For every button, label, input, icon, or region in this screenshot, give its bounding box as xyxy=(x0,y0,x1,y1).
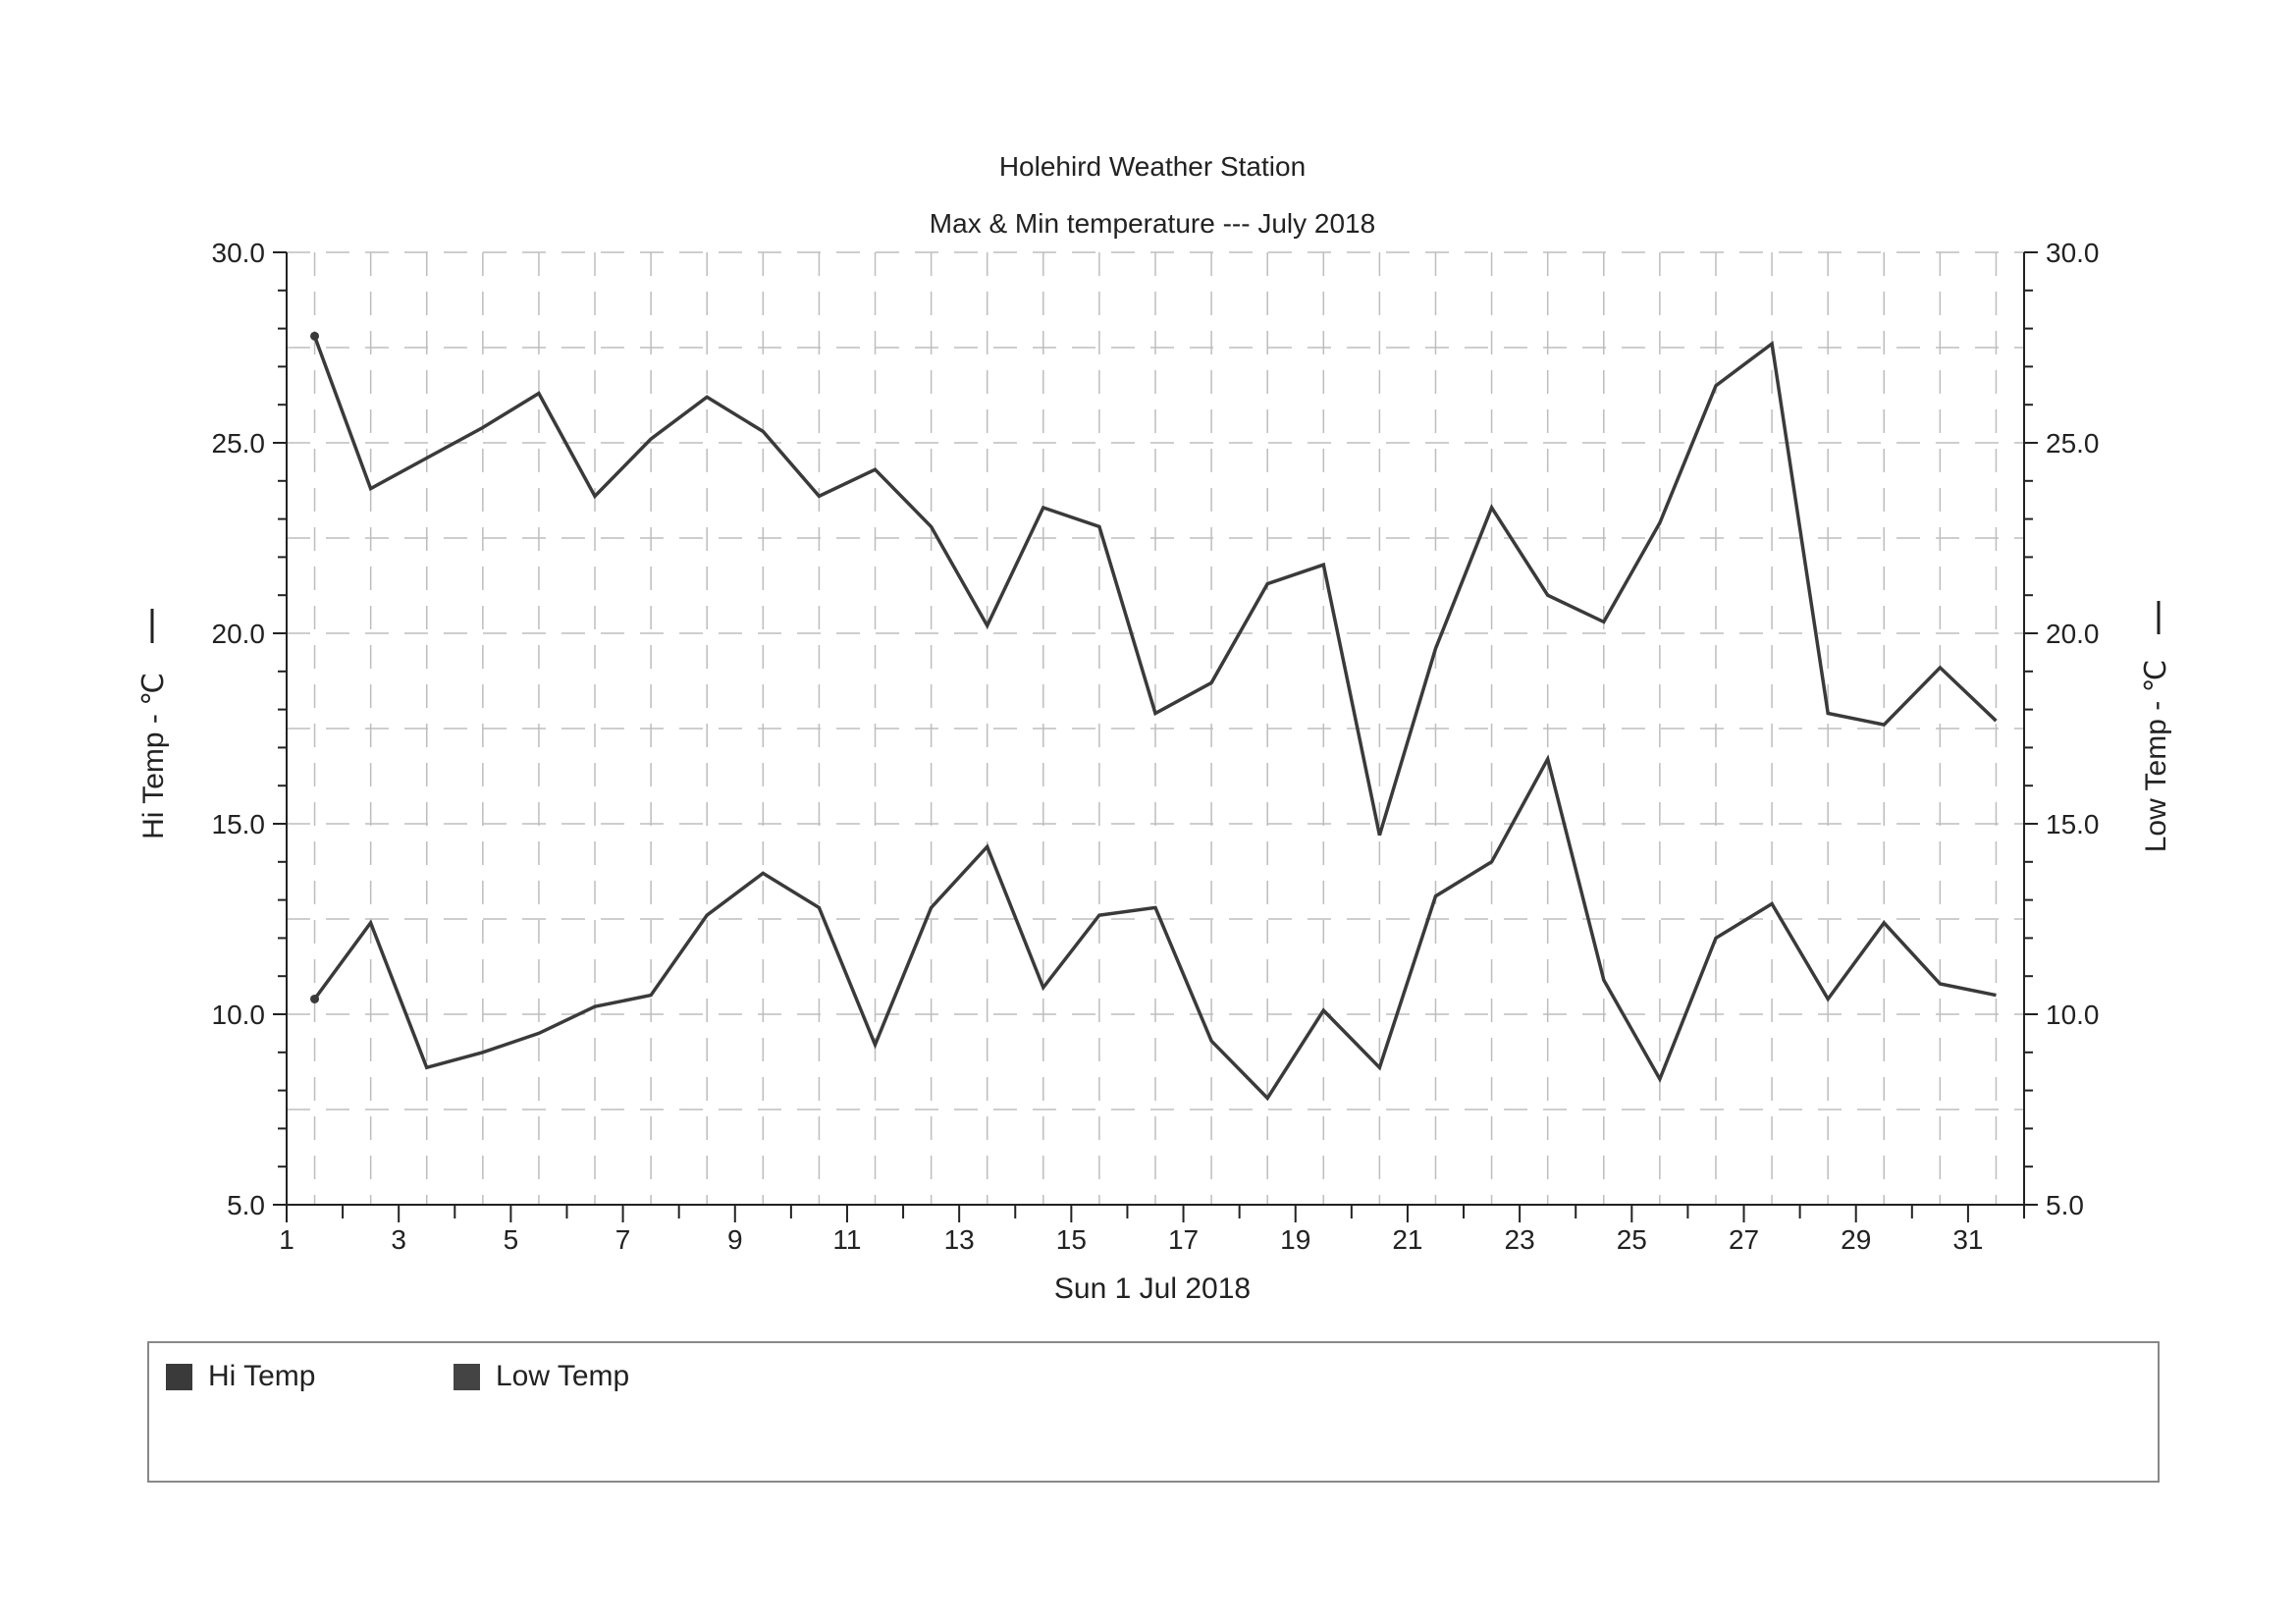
x-tick-label: 29 xyxy=(1841,1224,1871,1255)
series-start-point-low-temp xyxy=(310,994,320,1003)
x-tick-label: 21 xyxy=(1392,1224,1422,1255)
x-tick-label: 19 xyxy=(1280,1224,1310,1255)
x-tick-label: 31 xyxy=(1952,1224,1983,1255)
y-axis-label-left: Hi Temp - ℃ xyxy=(137,673,170,839)
y-tick-label-left: 25.0 xyxy=(212,428,266,459)
legend-swatch-low xyxy=(454,1363,480,1390)
tick-labels: 5.0 5.0 10.0 10.0 15.0 15.0 20.0 20.0 25.0 25.0 30… xyxy=(212,238,2100,1255)
x-tick-label: 5 xyxy=(504,1224,519,1255)
series-lines xyxy=(310,331,1998,1102)
series-line-low-temp xyxy=(313,754,1997,1102)
chart-title: Holehird Weather Station xyxy=(999,151,1306,182)
x-tick-label: 27 xyxy=(1729,1224,1759,1255)
x-tick-label: 3 xyxy=(391,1224,406,1255)
y-tick-label-left: 30.0 xyxy=(212,238,266,268)
x-tick-label: 9 xyxy=(727,1224,743,1255)
y-tick-label-right: 15.0 xyxy=(2046,809,2100,839)
x-tick-label: 7 xyxy=(615,1224,631,1255)
legend-swatch-hi xyxy=(166,1363,192,1390)
x-tick-label: 17 xyxy=(1168,1224,1199,1255)
legend-item-low: Low Temp xyxy=(454,1360,629,1393)
x-axis-label: Sun 1 Jul 2018 xyxy=(1054,1272,1251,1305)
y-tick-label-right: 20.0 xyxy=(2046,619,2100,649)
y-tick-label-right: 10.0 xyxy=(2046,1000,2100,1030)
legend-label-low: Low Temp xyxy=(496,1360,630,1392)
chart-subtitle: Max & Min temperature --- July 2018 xyxy=(930,208,1375,239)
y-tick-label-left: 15.0 xyxy=(212,809,266,839)
axes xyxy=(273,251,2038,1222)
x-tick-label: 11 xyxy=(832,1224,861,1255)
y-tick-label-right: 30.0 xyxy=(2046,238,2100,268)
x-tick-label: 23 xyxy=(1505,1224,1535,1255)
legend-label-hi: Hi Temp xyxy=(208,1360,316,1392)
x-tick-label: 1 xyxy=(279,1224,294,1255)
x-tick-label: 15 xyxy=(1056,1224,1087,1255)
y-tick-label-left: 5.0 xyxy=(227,1190,265,1220)
y-axis-label-right: Low Temp - ℃ xyxy=(2140,660,2172,853)
y-tick-label-right: 25.0 xyxy=(2046,428,2100,459)
y-tick-label-right: 5.0 xyxy=(2046,1190,2084,1220)
gridlines xyxy=(287,251,2024,1206)
x-tick-label: 25 xyxy=(1617,1224,1647,1255)
y-tick-label-left: 20.0 xyxy=(212,619,266,649)
series-line-hi-temp xyxy=(312,335,1998,837)
legend-item-hi: Hi Temp xyxy=(166,1360,315,1393)
legend: Hi Temp Low Temp xyxy=(147,1341,2160,1483)
series-start-point-hi-temp xyxy=(310,331,320,341)
x-tick-label: 13 xyxy=(944,1224,975,1255)
y-tick-label-left: 10.0 xyxy=(212,1000,266,1030)
